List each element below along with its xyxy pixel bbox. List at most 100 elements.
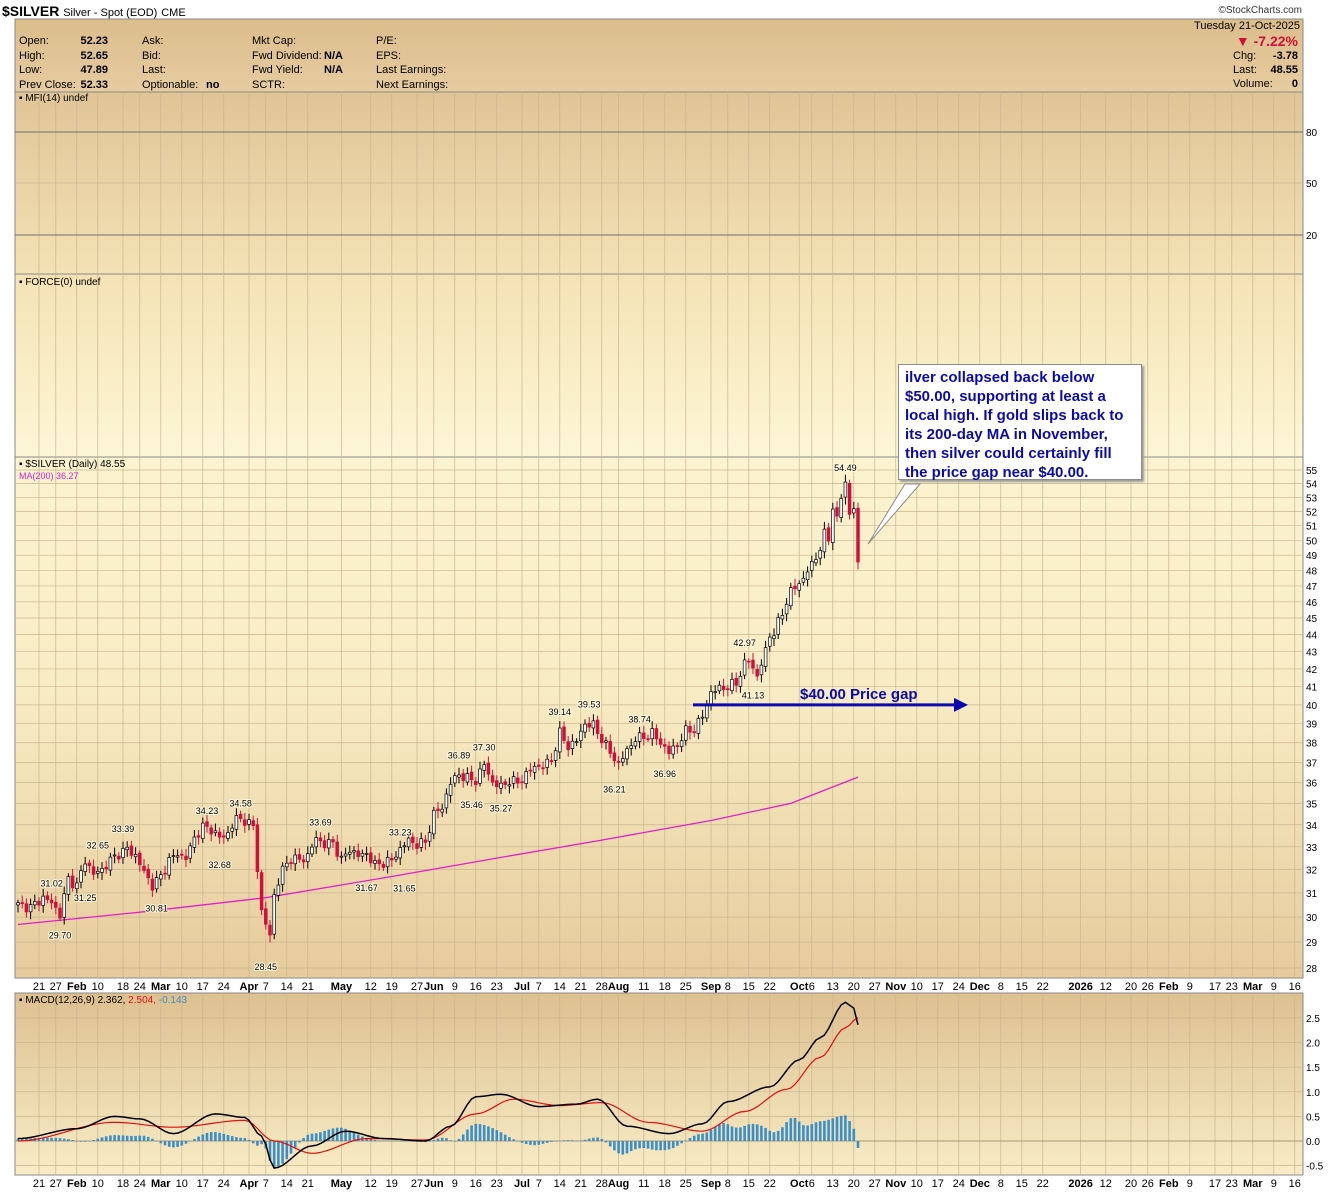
candle-body — [280, 865, 285, 885]
x-tick-label: 26 — [1142, 981, 1154, 993]
x-tick-label: Feb — [67, 1178, 87, 1190]
macd-histogram-bar — [684, 1140, 688, 1142]
macd-histogram-bar — [344, 1128, 347, 1141]
candle-body — [591, 720, 596, 729]
macd-histogram-bar — [629, 1141, 633, 1152]
candle-body — [490, 775, 495, 783]
stat-label: High: — [19, 49, 45, 62]
y-tick-label: 54 — [1306, 480, 1318, 491]
candle-body — [650, 728, 654, 740]
x-tick-label: 27 — [869, 981, 881, 993]
x-tick-label: 23 — [491, 981, 503, 993]
x-tick-label: 7 — [263, 1178, 269, 1190]
x-tick-label: 22 — [1037, 981, 1049, 993]
y-tick-label: 33 — [1306, 843, 1318, 854]
stat-value: 52.23 — [80, 35, 108, 47]
x-tick-label: 7 — [536, 981, 542, 993]
macd-histogram-bar — [436, 1138, 440, 1141]
x-tick-label: 25 — [680, 1178, 692, 1190]
macd-histogram-bar — [491, 1128, 494, 1141]
x-tick-label: 18 — [117, 981, 129, 993]
macd-histogram-bar — [697, 1134, 700, 1141]
macd-histogram-bar — [646, 1141, 650, 1149]
y-tick-label: 30 — [1306, 913, 1318, 924]
price-label: 32.68 — [208, 860, 231, 870]
macd-histogram-bar — [747, 1124, 751, 1141]
macd-tick-label: 0.0 — [1306, 1137, 1320, 1148]
candle-body — [499, 782, 503, 789]
exchange: CME — [161, 7, 186, 19]
candle-body — [87, 862, 92, 867]
x-tick-label: 15 — [743, 1178, 755, 1190]
candle-body — [238, 814, 243, 819]
candle-body — [621, 758, 625, 763]
x-tick-label: Apr — [240, 981, 260, 993]
macd-histogram-bar — [214, 1132, 217, 1141]
macd-histogram-bar — [508, 1137, 511, 1141]
x-tick-label: 10 — [92, 981, 104, 993]
axis-labels: 21 21 27 27 Feb Feb 10 10 18 18 24 24 Mar Mar 10 10 17 17… — [33, 128, 1324, 1190]
macd-histogram-bar — [134, 1135, 137, 1141]
candle-body — [461, 773, 465, 781]
macd-histogram-bar — [835, 1116, 839, 1141]
x-tick-label: Apr — [240, 1178, 260, 1190]
macd-histogram-bar — [235, 1137, 238, 1141]
x-tick-label: 17 — [932, 1178, 944, 1190]
candle-body — [297, 854, 302, 860]
candle-body — [188, 845, 192, 859]
macd-histogram-bar — [365, 1137, 368, 1141]
macd-tick-label: 2.5 — [1306, 1014, 1320, 1025]
candle-body — [587, 722, 591, 728]
macd-histogram-bar — [743, 1125, 746, 1141]
price-label: 41.13 — [742, 690, 765, 700]
header-date: Tuesday 21-Oct-2025 — [1194, 20, 1300, 32]
macd-histogram-bar — [453, 1141, 457, 1142]
candle-body — [667, 745, 671, 755]
candle-body — [142, 865, 146, 871]
change-percent: ▼ -7.22% — [1235, 33, 1298, 49]
candle-body — [835, 507, 839, 517]
candle-body — [310, 846, 314, 855]
candle-body — [230, 827, 234, 832]
macd-histogram-bar — [802, 1125, 805, 1141]
x-tick-label: 12 — [1100, 981, 1112, 993]
stat-label: Fwd Yield: — [252, 64, 303, 76]
x-tick-label: 16 — [1289, 1178, 1301, 1190]
candle-body — [129, 845, 134, 856]
x-tick-label: 11 — [638, 981, 649, 993]
candle-body — [738, 675, 743, 687]
x-tick-label: 8 — [998, 981, 1004, 993]
macd-histogram-bar — [516, 1141, 520, 1142]
price-label: 34.58 — [229, 798, 252, 808]
candle-body — [331, 839, 335, 843]
x-tick-label: 26 — [1142, 1178, 1154, 1190]
candle-body — [553, 750, 558, 761]
candle-body — [469, 771, 474, 781]
price-label: 33.39 — [112, 824, 135, 834]
annotation-pointer — [867, 483, 922, 545]
candle-body — [318, 837, 323, 842]
x-tick-label: 20 — [848, 981, 860, 993]
candle-body — [28, 904, 33, 913]
macd-histogram-bar — [382, 1140, 385, 1142]
x-tick-label: Mar — [1243, 1178, 1263, 1190]
macd-histogram-bar — [155, 1140, 158, 1142]
candle-body — [327, 839, 331, 849]
candle-body — [633, 741, 638, 747]
y-tick-label: 32 — [1306, 866, 1318, 877]
mfi-tick-label: 20 — [1306, 231, 1318, 242]
macd-histogram-bar — [373, 1139, 377, 1141]
stat-label: Optionable: — [142, 78, 199, 91]
candle-body — [776, 617, 780, 635]
candle-body — [159, 874, 163, 880]
price-label: 38.74 — [628, 715, 651, 725]
candle-body — [663, 744, 667, 747]
candle-body — [448, 783, 453, 796]
candle-body — [679, 740, 684, 748]
price-gap-arrow — [693, 697, 968, 712]
macd-histogram-bar — [554, 1141, 557, 1142]
y-tick-label: 34 — [1306, 821, 1318, 832]
x-tick-label: 7 — [263, 981, 269, 993]
macd-histogram-bar — [193, 1138, 196, 1141]
candle-body — [352, 850, 356, 853]
